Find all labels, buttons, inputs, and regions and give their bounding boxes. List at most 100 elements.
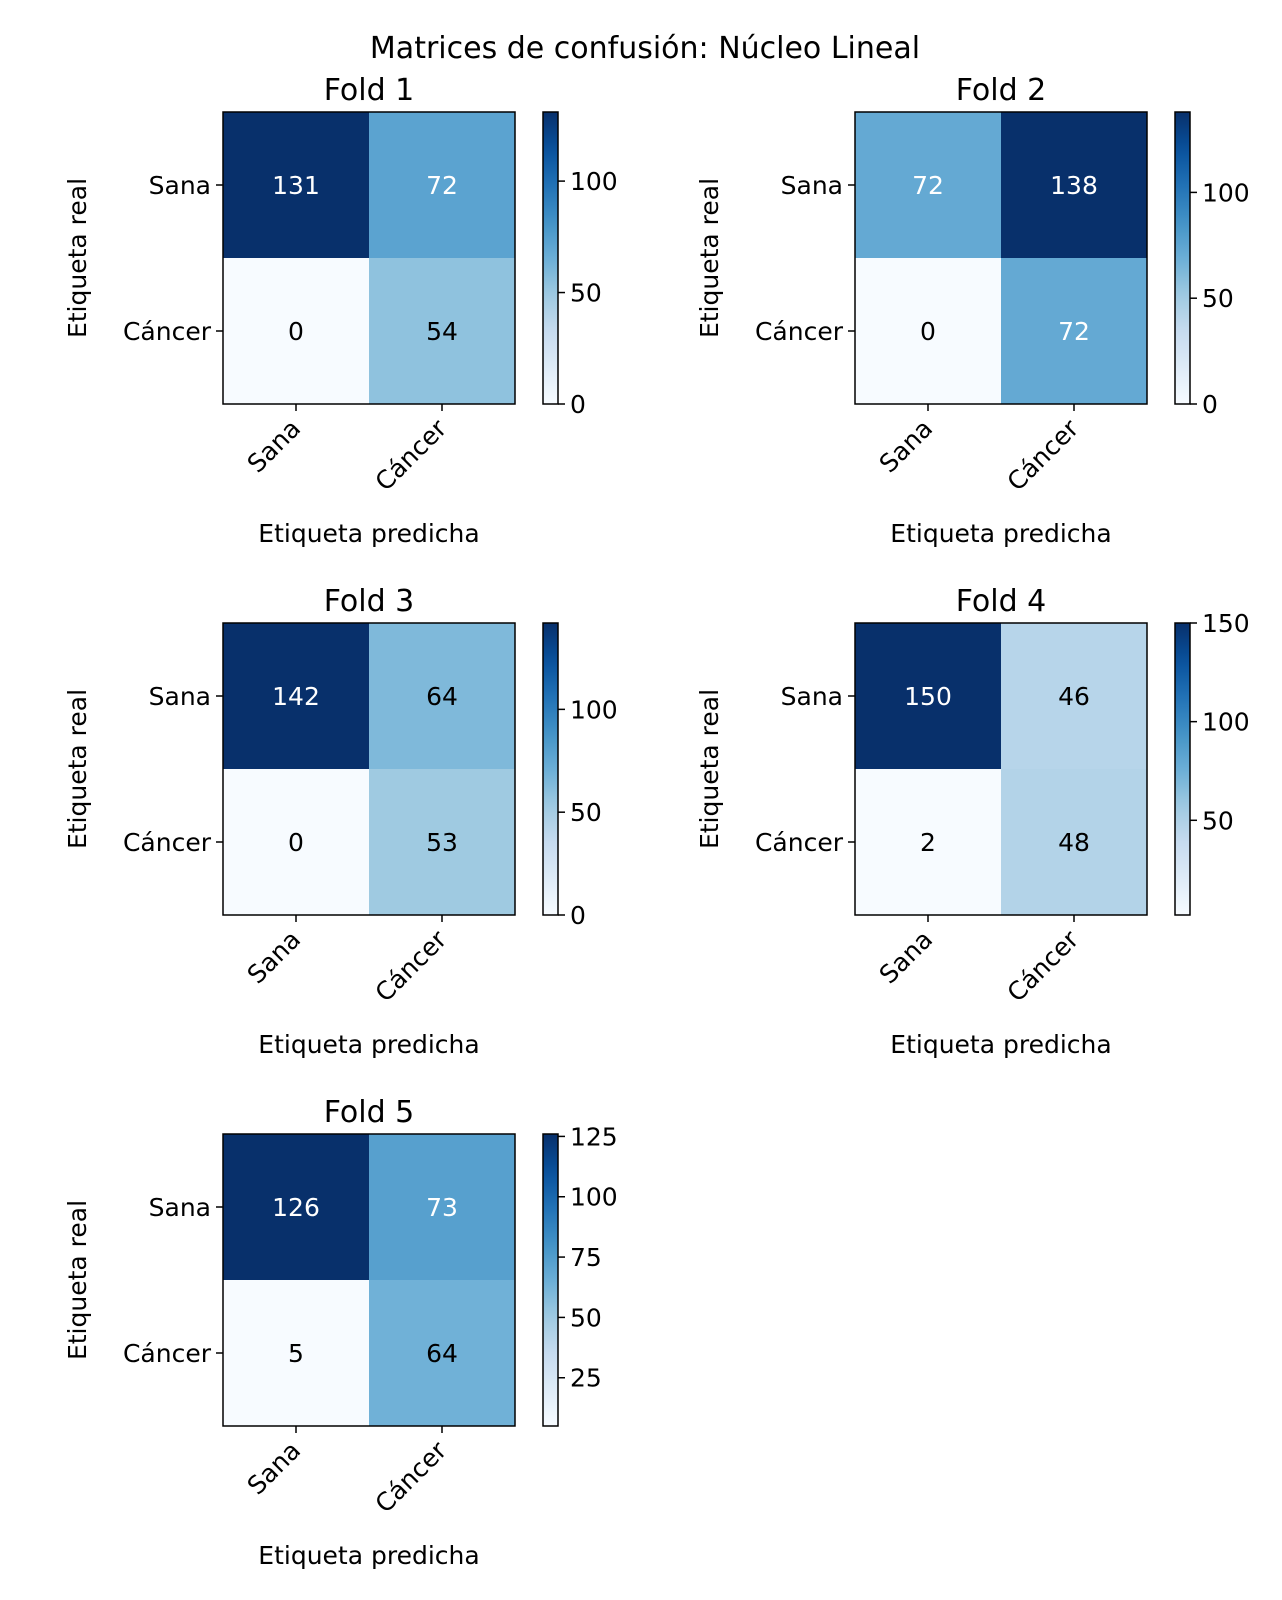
matrix-cell [369, 1134, 515, 1280]
colorbar-tick-label: 0 [570, 901, 586, 930]
y-tick-label: Cáncer [755, 317, 844, 346]
matrix-cell [369, 1280, 515, 1426]
matrix-cell [223, 623, 369, 769]
matrix-cell [223, 1280, 369, 1426]
matrix-cell [369, 623, 515, 769]
cell-value-label: 72 [912, 171, 944, 200]
matrix-frame [222, 111, 516, 405]
y-tick-label: Cáncer [755, 828, 844, 857]
colorbar-tick-label: 100 [1202, 178, 1250, 207]
cell-value-label: 64 [426, 682, 458, 711]
y-tick-label: Cáncer [123, 828, 212, 857]
matrix-cell [855, 258, 1001, 404]
colorbar-tick-label: 50 [1202, 284, 1234, 313]
colorbar-tick-label: 100 [570, 695, 618, 724]
colorbar-gradient [1174, 111, 1191, 405]
colorbar-gradient [542, 622, 559, 916]
x-tick-label: Cáncer [369, 1435, 452, 1518]
x-tick-label: Sana [874, 414, 939, 479]
y-axis-label: Etiqueta real [63, 689, 92, 849]
colorbar-gradient [542, 1133, 559, 1427]
cell-value-label: 138 [1050, 171, 1098, 200]
matrix-cell [223, 769, 369, 915]
matrix-frame [222, 1133, 516, 1427]
subplot-title: Fold 5 [324, 1095, 415, 1130]
y-axis-label: Etiqueta real [695, 689, 724, 849]
cell-value-label: 54 [426, 317, 458, 346]
colorbar-tick-label: 25 [570, 1364, 602, 1393]
x-tick-label: Cáncer [369, 924, 452, 1007]
x-tick-label: Sana [874, 925, 939, 990]
colorbar-tick-label: 50 [570, 798, 602, 827]
cell-value-label: 72 [426, 171, 458, 200]
matrix-cell [855, 769, 1001, 915]
colorbar-tick-label: 50 [570, 279, 602, 308]
confusion-matrix-fold-2: Fold 2 72 138 0 72 Sana Cáncer Sana Cáncer Etique… [695, 73, 1250, 548]
x-tick-label: Cáncer [369, 413, 452, 496]
matrix-cell [223, 1134, 369, 1280]
colorbar: 0 50 100 [542, 622, 618, 930]
y-axis-label: Etiqueta real [695, 178, 724, 338]
colorbar-tick-label: 0 [570, 390, 586, 419]
subplot-title: Fold 1 [324, 73, 415, 108]
colorbar-tick-label: 125 [570, 1122, 618, 1151]
colorbar-tick-label: 100 [570, 167, 618, 196]
confusion-matrix-fold-4: Fold 4 150 46 2 48 Sana Cáncer Sana Cáncer Etique… [695, 584, 1250, 1059]
cell-value-label: 73 [426, 1193, 458, 1222]
matrix-cell [855, 112, 1001, 258]
cell-value-label: 48 [1058, 828, 1090, 857]
matrix-frame [854, 111, 1148, 405]
colorbar-tick-label: 50 [1202, 806, 1234, 835]
matrix-cell [223, 112, 369, 258]
colorbar-tick-label: 150 [1202, 609, 1250, 638]
cell-value-label: 0 [920, 317, 936, 346]
colorbar-gradient [542, 111, 559, 405]
subplot-title: Fold 2 [956, 73, 1047, 108]
matrix-cell [369, 769, 515, 915]
matrix-frame [854, 622, 1148, 916]
x-axis-label: Etiqueta predicha [258, 1541, 479, 1570]
x-tick-label: Sana [242, 1436, 307, 1501]
matrix-cell [369, 112, 515, 258]
colorbar-tick-label: 75 [570, 1243, 602, 1272]
y-tick-label: Cáncer [123, 1339, 212, 1368]
x-tick-label: Cáncer [1001, 413, 1084, 496]
confusion-matrix-fold-3: Fold 3 142 64 0 53 Sana Cáncer Sana Cáncer Etique… [63, 584, 618, 1059]
colorbar: 0 50 100 [1174, 111, 1250, 419]
matrix-cell [855, 623, 1001, 769]
colorbar-tick-label: 100 [570, 1183, 618, 1212]
colorbar-tick-label: 0 [1202, 390, 1218, 419]
x-tick-label: Sana [242, 925, 307, 990]
y-tick-label: Sana [781, 171, 843, 200]
matrix-cell [1001, 258, 1147, 404]
confusion-matrix-fold-5: Fold 5 126 73 5 64 Sana Cáncer Sana Cáncer Etique… [63, 1095, 618, 1570]
colorbar-gradient [1174, 622, 1191, 916]
figure-title: Matrices de confusión: Núcleo Lineal [370, 31, 920, 66]
confusion-matrix-fold-1: Fold 1 131 72 0 54 Sana Cáncer Sana Cáncer Etique… [63, 73, 618, 548]
x-axis-label: Etiqueta predicha [890, 1030, 1111, 1059]
cell-value-label: 72 [1058, 317, 1090, 346]
y-tick-label: Cáncer [123, 317, 212, 346]
cell-value-label: 131 [272, 171, 320, 200]
x-tick-label: Cáncer [1001, 924, 1084, 1007]
y-tick-label: Sana [149, 1193, 211, 1222]
cell-value-label: 46 [1058, 682, 1090, 711]
cell-value-label: 126 [272, 1193, 320, 1222]
cell-value-label: 53 [426, 828, 458, 857]
cell-value-label: 2 [920, 828, 936, 857]
y-axis-label: Etiqueta real [63, 178, 92, 338]
matrix-frame [222, 622, 516, 916]
y-axis-label: Etiqueta real [63, 1200, 92, 1360]
subplot-title: Fold 4 [956, 584, 1047, 619]
x-axis-label: Etiqueta predicha [890, 519, 1111, 548]
cell-value-label: 64 [426, 1339, 458, 1368]
matrix-cell [1001, 112, 1147, 258]
x-axis-label: Etiqueta predicha [258, 1030, 479, 1059]
cell-value-label: 0 [288, 828, 304, 857]
matrix-cell [369, 258, 515, 404]
x-axis-label: Etiqueta predicha [258, 519, 479, 548]
cell-value-label: 5 [288, 1339, 304, 1368]
y-tick-label: Sana [149, 682, 211, 711]
y-tick-label: Sana [781, 682, 843, 711]
